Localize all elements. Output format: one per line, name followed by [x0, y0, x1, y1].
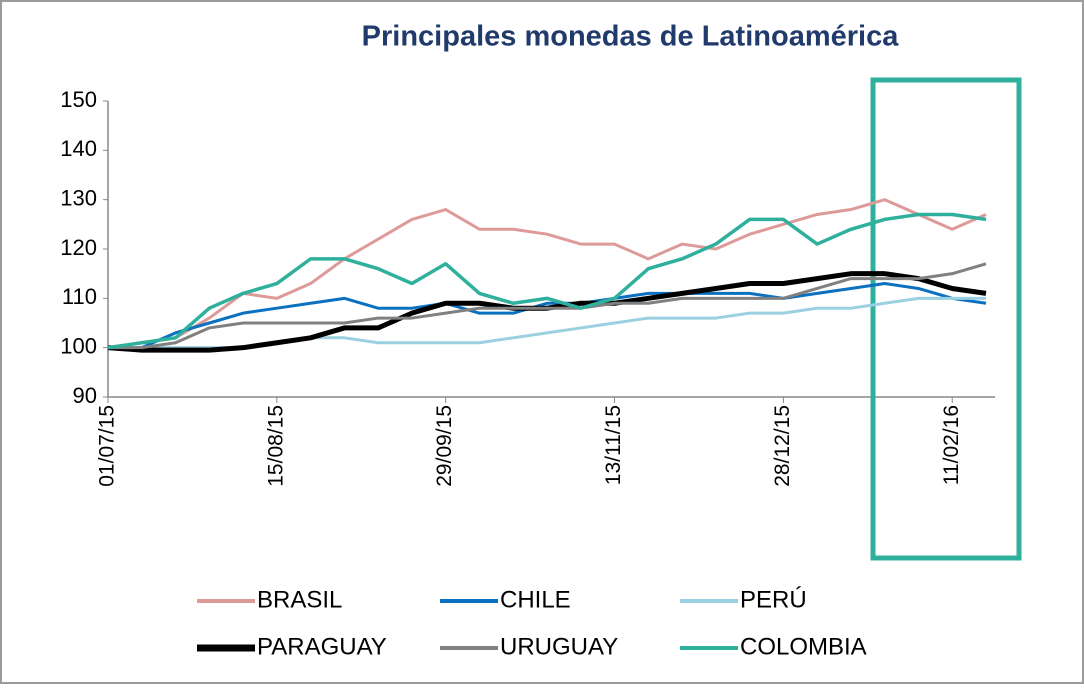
legend-label: PERÚ — [740, 586, 807, 613]
legend-label: BRASIL — [257, 586, 342, 613]
x-tick-label: 11/02/16 — [940, 405, 963, 485]
series-line — [108, 282, 987, 350]
series-line — [107, 212, 987, 350]
legend-label: URUGUAY — [500, 633, 618, 660]
chart-title: Principales monedas de Latinoamérica — [362, 21, 900, 53]
y-tick-label: 140 — [60, 136, 97, 161]
series-line — [107, 198, 987, 350]
legend-label: CHILE — [500, 586, 571, 613]
y-tick-label: 110 — [62, 284, 97, 309]
x-tick-label: 01/07/15 — [96, 405, 119, 487]
legend-label: PARAGUAY — [257, 633, 387, 660]
series-line — [108, 262, 987, 350]
y-tick-label: 100 — [60, 333, 97, 358]
x-tick-label: 28/12/15 — [771, 405, 794, 487]
y-tick-label: 150 — [60, 87, 97, 112]
x-tick-label: 29/09/15 — [433, 405, 456, 487]
y-tick-label: 90 — [73, 383, 97, 408]
x-tick-label: 13/11/15 — [602, 405, 625, 485]
y-tick-label: 130 — [60, 185, 97, 210]
x-tick-label: 15/08/15 — [264, 405, 287, 487]
legend-label: COLOMBIA — [740, 633, 867, 660]
y-tick-label: 120 — [60, 235, 97, 260]
highlight-box — [870, 77, 1022, 561]
